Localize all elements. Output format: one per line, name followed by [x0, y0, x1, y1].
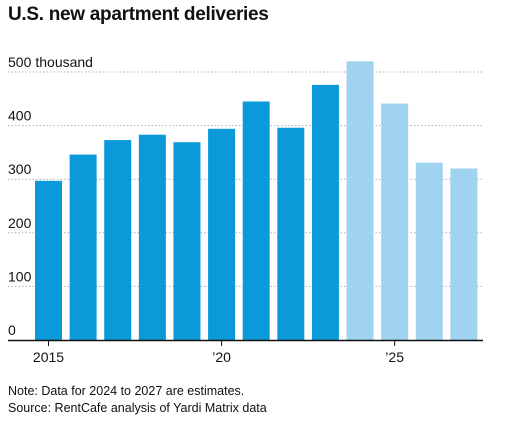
y-unit-label: thousand — [35, 54, 93, 70]
bar-actual — [104, 140, 132, 340]
x-tick-label: ’25 — [385, 349, 404, 365]
y-tick-label: 200 — [8, 215, 32, 231]
x-axis: 2015 ’20 ’25 — [8, 339, 483, 365]
source-note: Source: RentCafe analysis of Yardi Matri… — [8, 401, 267, 415]
bar-chart: 0 100 200 300 400 500 thousand 2015 ’20 ’25 — [8, 54, 483, 365]
bar-estimate — [346, 61, 374, 340]
y-tick-label: 100 — [8, 268, 32, 284]
bar-actual — [208, 128, 236, 340]
bar-estimate — [450, 168, 478, 340]
bar-actual — [138, 134, 166, 340]
y-tick-label: 300 — [8, 161, 32, 177]
y-tick-label: 0 — [8, 322, 16, 338]
y-axis-labels: 0 100 200 300 400 500 thousand — [8, 54, 93, 338]
bar-estimate — [381, 103, 409, 341]
bar-estimate — [415, 162, 443, 340]
bar-actual — [277, 127, 305, 340]
y-tick-label: 400 — [8, 108, 32, 124]
bar-actual — [173, 142, 201, 340]
x-tick-label: ’20 — [212, 349, 231, 365]
estimate-note: Note: Data for 2024 to 2027 are estimate… — [8, 384, 245, 398]
bar-actual — [69, 154, 97, 340]
chart-notes: Note: Data for 2024 to 2027 are estimate… — [8, 383, 267, 417]
bar-actual — [35, 180, 62, 340]
y-tick-label: 500 thousand — [8, 54, 93, 70]
bar-actual — [311, 84, 339, 340]
x-tick-label: 2015 — [33, 349, 64, 365]
bar-actual — [242, 101, 270, 340]
bars — [35, 61, 478, 341]
chart-title: U.S. new apartment deliveries — [8, 4, 269, 25]
